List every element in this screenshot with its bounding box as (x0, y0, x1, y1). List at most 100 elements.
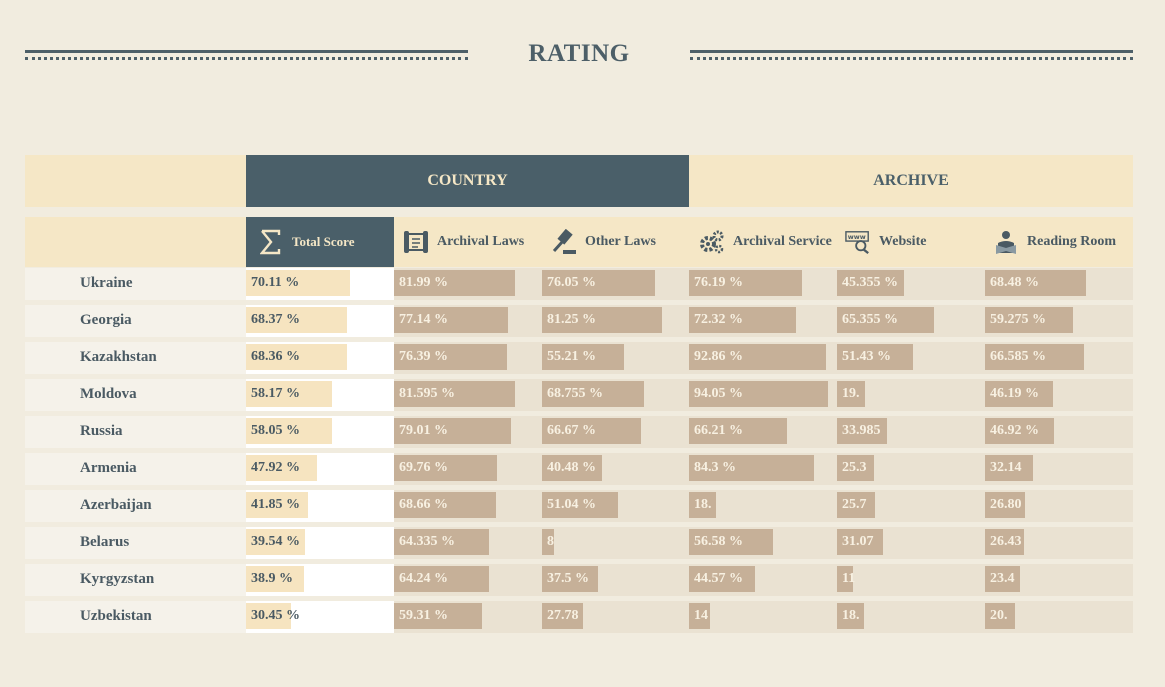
country-name: Armenia (25, 453, 246, 485)
total-score-value: 58.17 % (251, 386, 300, 401)
country-name: Russia (25, 416, 246, 448)
archival-laws-bar (394, 344, 508, 370)
column-header-row: Total Score Archival Laws Other Laws Arc… (25, 217, 1133, 267)
website-cell: 45.355 % (837, 268, 985, 300)
reading-room-cell: 23.4 (985, 564, 1133, 596)
total-score-cell: 38.9 % (246, 564, 394, 596)
group-header-country: COUNTRY (246, 155, 689, 207)
other-laws-cell: 66.67 % (542, 416, 690, 448)
column-header-total[interactable]: Total Score (246, 217, 394, 267)
other-laws-bar (542, 381, 644, 407)
website-bar (837, 381, 866, 407)
website-value: 18. (842, 608, 860, 623)
country-name: Uzbekistan (25, 601, 246, 633)
total-score-bar (246, 455, 317, 481)
archival-service-bar (689, 307, 797, 333)
archival-service-cell: 76.19 % (689, 268, 837, 300)
website-cell: 65.355 % (837, 305, 985, 337)
total-score-bar (246, 307, 348, 333)
reading-room-value: 68.48 % (990, 275, 1039, 290)
archival-service-bar (689, 381, 829, 407)
column-label-total: Total Score (292, 234, 355, 249)
archival-laws-bar (394, 418, 511, 444)
other-laws-value: 81.25 % (547, 312, 596, 327)
archival-service-value: 76.19 % (694, 275, 743, 290)
reading-room-cell: 66.585 % (985, 342, 1133, 374)
other-laws-value: 68.755 % (547, 386, 603, 401)
website-bar (837, 529, 883, 555)
website-value: 65.355 % (842, 312, 898, 327)
other-laws-bar (542, 307, 663, 333)
other-laws-bar (542, 566, 598, 592)
archival-service-value: 66.21 % (694, 423, 743, 438)
website-bar (837, 492, 876, 518)
column-header-reading-room[interactable]: Reading Room (993, 217, 1133, 267)
reading-room-bar (985, 344, 1084, 370)
reading-room-bar (985, 529, 1025, 555)
reading-room-bar (985, 455, 1033, 481)
archival-service-cell: 18. (689, 490, 837, 522)
website-value: 19. (842, 386, 860, 401)
total-score-value: 58.05 % (251, 423, 300, 438)
reading-room-value: 23.4 (990, 571, 1015, 586)
archival-service-value: 56.58 % (694, 534, 743, 549)
archival-laws-value: 69.76 % (399, 460, 448, 475)
archival-laws-bar (394, 529, 490, 555)
reading-room-value: 26.43 (990, 534, 1022, 549)
reading-room-value: 59.275 % (990, 312, 1046, 327)
website-value: 25.7 (842, 497, 867, 512)
other-laws-cell: 8 (542, 527, 690, 559)
gears-icon (699, 229, 725, 255)
other-laws-value: 40.48 % (547, 460, 596, 475)
total-score-value: 41.85 % (251, 497, 300, 512)
other-laws-bar (542, 455, 602, 481)
archival-laws-bar (394, 492, 496, 518)
total-score-value: 47.92 % (251, 460, 300, 475)
scroll-icon (403, 229, 429, 255)
column-header-other-laws[interactable]: Other Laws (551, 217, 691, 267)
country-name: Kyrgyzstan (25, 564, 246, 596)
total-score-cell: 68.36 % (246, 342, 394, 374)
reading-room-cell: 26.80 (985, 490, 1133, 522)
archival-laws-cell: 64.335 % (394, 527, 542, 559)
reading-room-value: 20. (990, 608, 1008, 623)
country-name: Moldova (25, 379, 246, 411)
table-row: Uzbekistan 30.45 % 59.31 % 27.78 14 18. 20. (25, 601, 1133, 633)
website-bar (837, 418, 888, 444)
column-header-archival-laws[interactable]: Archival Laws (403, 217, 551, 267)
archival-laws-cell: 69.76 % (394, 453, 542, 485)
archival-service-value: 94.05 % (694, 386, 743, 401)
archival-service-cell: 56.58 % (689, 527, 837, 559)
reading-room-value: 26.80 (990, 497, 1022, 512)
column-label-archival-service: Archival Service (733, 234, 832, 249)
archival-laws-value: 64.335 % (399, 534, 455, 549)
other-laws-cell: 68.755 % (542, 379, 690, 411)
reader-icon (993, 229, 1019, 255)
archival-laws-bar (394, 603, 482, 629)
table-row: Ukraine 70.11 % 81.99 % 76.05 % 76.19 % 45.35… (25, 268, 1133, 300)
archival-laws-cell: 68.66 % (394, 490, 542, 522)
archival-laws-value: 64.24 % (399, 571, 448, 586)
column-header-archival-service[interactable]: Archival Service (699, 217, 849, 267)
table-row: Kazakhstan 68.36 % 76.39 % 55.21 % 92.86 % 51… (25, 342, 1133, 374)
archival-service-bar (689, 418, 787, 444)
table-row: Azerbaijan 41.85 % 68.66 % 51.04 % 18. 25.7 26… (25, 490, 1133, 522)
other-laws-bar (542, 344, 624, 370)
archival-service-bar (689, 529, 773, 555)
column-label-website: Website (879, 234, 927, 249)
archival-laws-cell: 81.99 % (394, 268, 542, 300)
other-laws-cell: 81.25 % (542, 305, 690, 337)
total-score-value: 70.11 % (251, 275, 300, 290)
country-name: Ukraine (25, 268, 246, 300)
total-score-cell: 70.11 % (246, 268, 394, 300)
www-search-icon: www (845, 229, 871, 255)
column-header-website[interactable]: www Website (845, 217, 985, 267)
other-laws-value: 55.21 % (547, 349, 596, 364)
archival-laws-cell: 64.24 % (394, 564, 542, 596)
table-row: Russia 58.05 % 79.01 % 66.67 % 66.21 % 33.985… (25, 416, 1133, 448)
archival-service-bar (689, 492, 716, 518)
archival-service-value: 14 (694, 608, 708, 623)
total-score-value: 39.54 % (251, 534, 300, 549)
reading-room-cell: 20. (985, 601, 1133, 633)
archival-laws-cell: 81.595 % (394, 379, 542, 411)
